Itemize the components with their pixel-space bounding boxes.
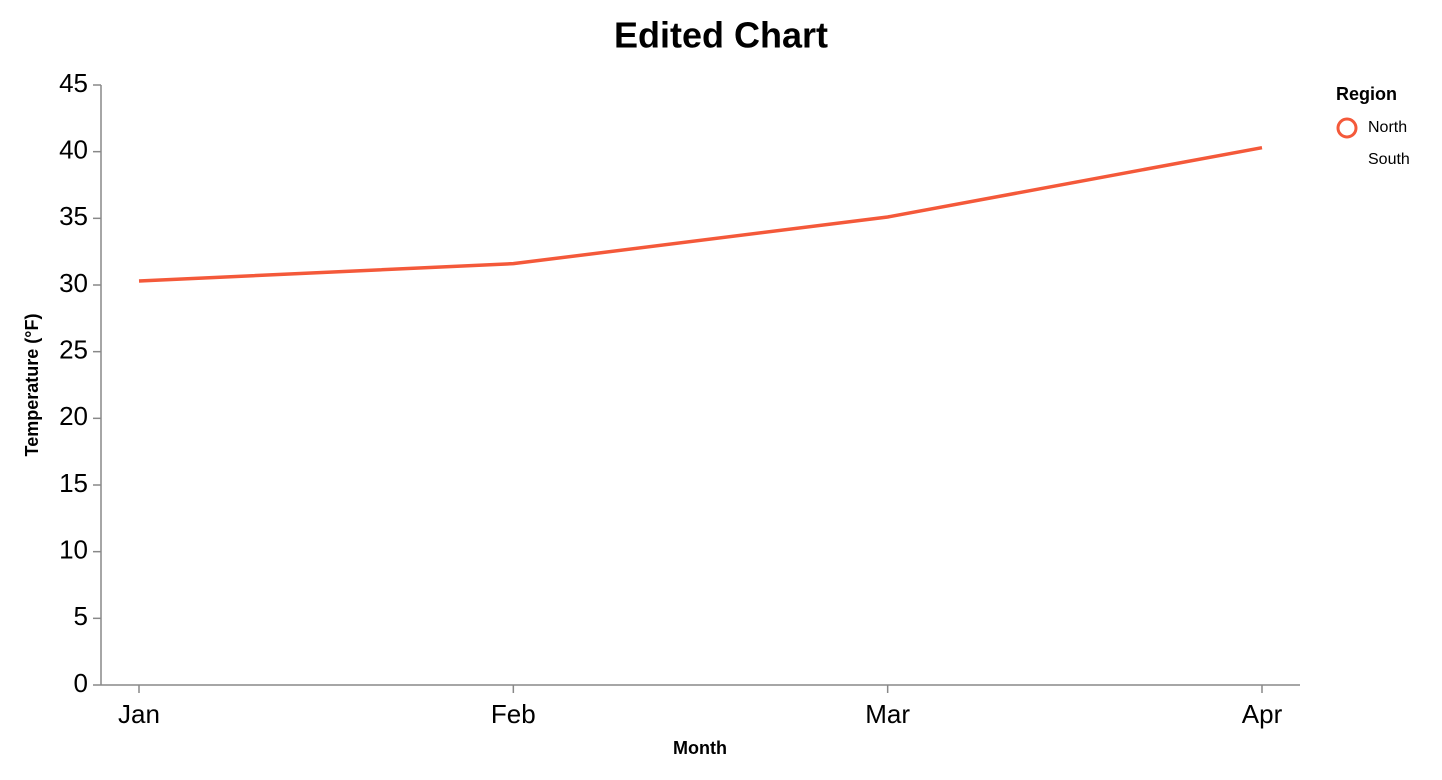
y-tick-label: 20 [59,401,88,431]
x-tick-label: Feb [491,699,536,729]
y-tick-label: 30 [59,268,88,298]
y-tick-label: 10 [59,535,88,565]
legend-symbol [1338,151,1356,169]
y-tick-label: 0 [74,668,88,698]
x-tick-label: Jan [118,699,160,729]
y-tick-label: 5 [74,601,88,631]
x-tick-label: Apr [1242,699,1283,729]
x-axis-title: Month [673,738,727,758]
y-tick-label: 45 [59,68,88,98]
legend-label: North [1368,119,1407,136]
line [138,145,1263,283]
legend-symbol [1336,117,1358,139]
y-tick-label: 15 [59,468,88,498]
y-tick-label: 25 [59,335,88,365]
y-tick-label: 35 [59,201,88,231]
y-tick-label: 40 [59,135,88,165]
legend-title: Region [1336,84,1397,104]
y-axis-title: Temperature (°F) [22,314,42,457]
legend-label: South [1368,151,1410,168]
chart-title: Edited Chart [614,15,828,56]
x-tick-label: Mar [865,699,910,729]
